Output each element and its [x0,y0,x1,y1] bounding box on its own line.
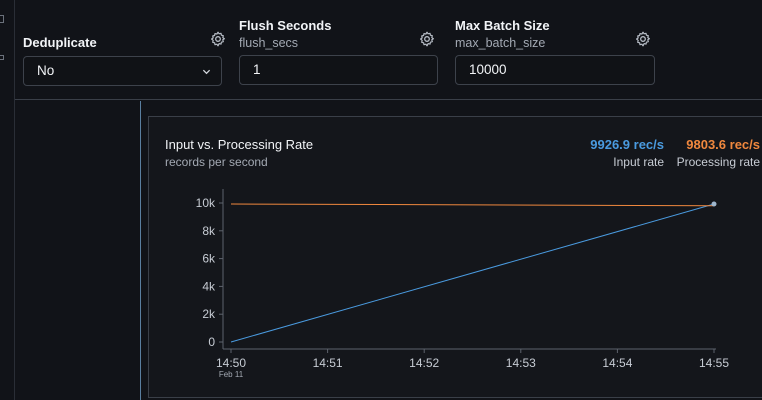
x-tick-label: 14:52 [409,356,439,370]
y-tick-label: 0 [208,335,215,349]
y-tick-label: 10k [196,196,216,210]
chevron-down-icon [202,69,211,75]
x-tick-label: 14:53 [506,356,536,370]
rail-bracket-icon [0,15,4,23]
rate-chart-card: Input vs. Processing Rate records per se… [148,116,762,398]
y-tick-label: 6k [202,252,216,266]
max-batch-size-label: Max Batch Size [455,18,550,33]
x-tick-label: 14:50 [216,356,246,370]
deduplicate-select[interactable]: No [23,56,222,86]
max-batch-size-sublabel: max_batch_size [455,36,546,50]
rail-dot-icon [0,55,4,60]
chart-subtitle: records per second [165,155,268,169]
deduplicate-label: Deduplicate [23,35,97,50]
processing-rate-value: 9803.6 rec/s [686,137,760,152]
chart-title: Input vs. Processing Rate [165,137,314,152]
rate-line-chart: 0 2k 4k 6k 8k 10k 14:50 14:51 14:52 14:53 14:54 14:… [196,189,729,379]
flush-seconds-sublabel: flush_secs [239,36,299,50]
config-bar: Deduplicate No Flush Seconds flush_secs … [15,0,762,100]
flush-seconds-label: Flush Seconds [239,18,332,33]
deduplicate-value: No [37,63,55,78]
left-rail [0,0,15,400]
x-date-label: Feb 11 [219,370,244,379]
series-line-input-rate [230,203,715,343]
processing-rate-stat: 9803.6 rec/s Processing rate [677,137,760,169]
canvas-area: Input vs. Processing Rate records per se… [140,101,762,400]
y-tick-label: 2k [202,307,216,321]
x-tick-label: 14:51 [313,356,343,370]
input-rate-value: 9926.9 rec/s [590,137,664,152]
y-tick-label: 4k [202,279,216,293]
series-line-processing-rate [230,203,715,207]
input-rate-label: Input rate [613,155,664,169]
y-tick-label: 8k [202,224,216,238]
flush-seconds-input[interactable]: 1 [239,55,438,85]
max-batch-size-value: 10000 [469,62,507,77]
series-endpoint [711,201,717,207]
gear-icon[interactable] [210,31,226,47]
x-tick-label: 14:55 [699,356,729,370]
gear-icon[interactable] [635,31,651,47]
gear-icon[interactable] [419,31,435,47]
processing-rate-label: Processing rate [676,155,760,169]
max-batch-size-input[interactable]: 10000 [455,55,655,85]
x-tick-label: 14:54 [602,356,632,370]
flush-seconds-value: 1 [253,62,261,77]
input-rate-stat: 9926.9 rec/s Input rate [590,137,664,169]
